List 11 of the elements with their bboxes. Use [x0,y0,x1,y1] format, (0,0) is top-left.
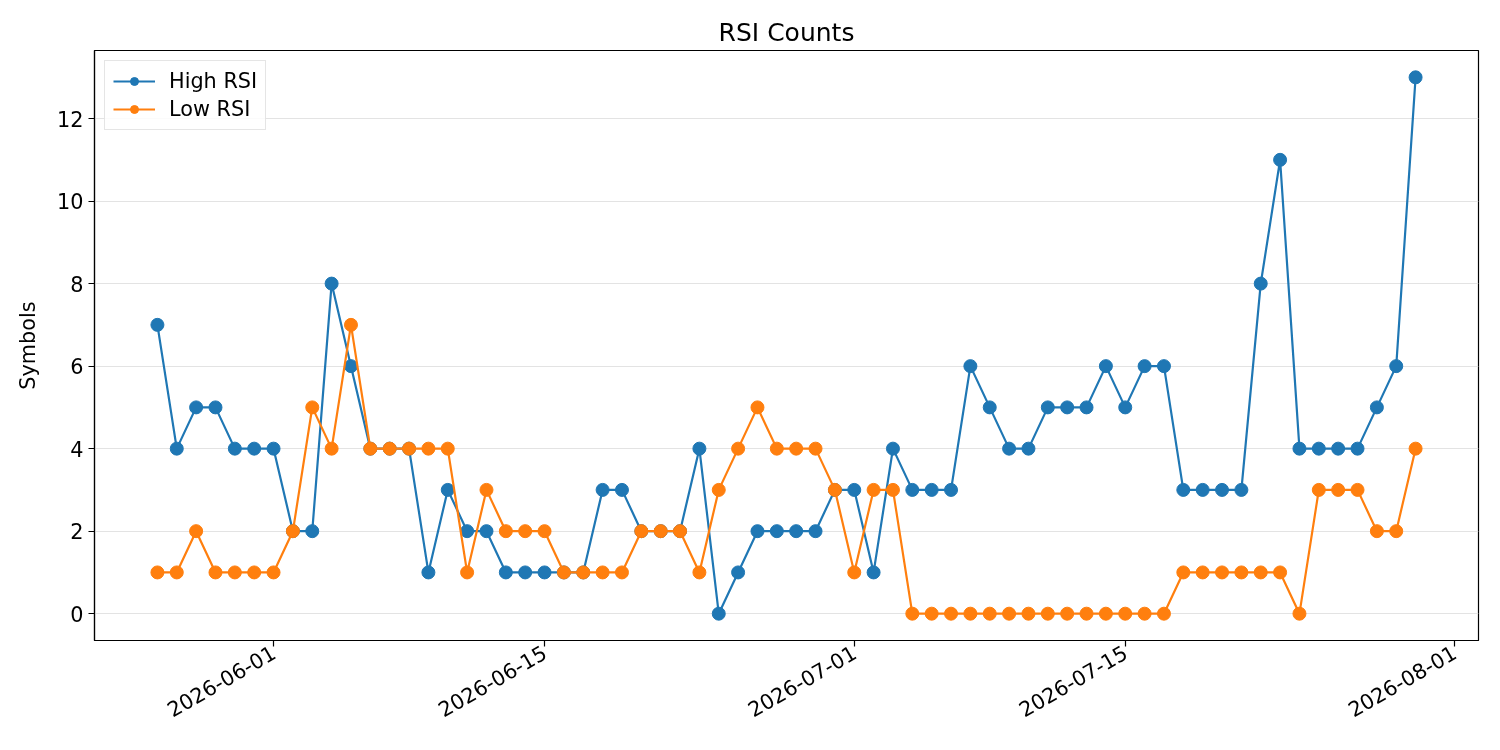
legend-label: High RSI [169,69,258,93]
y-tick-label: 0 [70,602,84,627]
y-tick-label: 12 [57,107,84,132]
y-tick-label: 4 [70,437,84,462]
y-tick-label: 2 [70,520,84,545]
y-tick-label: 8 [70,272,84,297]
y-axis-title: Symbols [16,301,41,390]
y-tick-label: 6 [70,355,84,380]
chart-title: RSI Counts [718,17,855,47]
legend-label: Low RSI [169,97,251,121]
y-tick-label: 10 [57,190,84,215]
